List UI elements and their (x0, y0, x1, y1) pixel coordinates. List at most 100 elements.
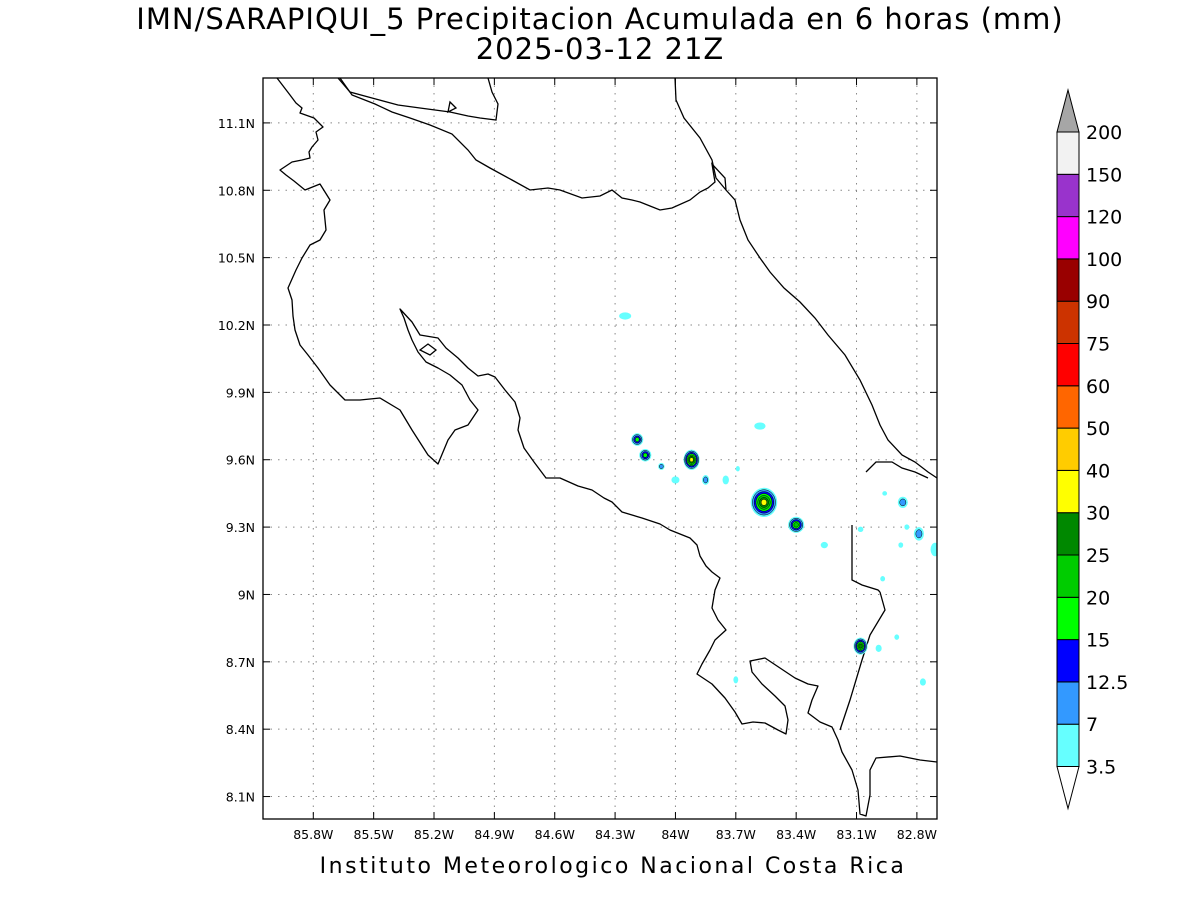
x-tick-label: 85.8W (293, 827, 333, 842)
x-tick-label: 83.4W (776, 827, 816, 842)
precip-cell (853, 637, 868, 655)
precip-contour (820, 541, 828, 549)
y-tick-label: 9.6N (226, 453, 255, 468)
precip-cell (913, 527, 924, 541)
colorbar-swatch (1056, 554, 1080, 598)
lake-nicaragua-shore (337, 78, 499, 121)
colorbar-top-arrow (1056, 88, 1080, 133)
plot-area (263, 78, 937, 819)
precip-contour (642, 452, 648, 458)
nicaragua-border (674, 78, 727, 191)
precip-cell (875, 644, 882, 652)
precip-cell (897, 496, 908, 509)
precip-cell (882, 491, 888, 496)
precip-contour (898, 542, 904, 548)
colorbar-swatch (1056, 173, 1080, 218)
colorbar-swatch (1056, 512, 1080, 556)
precip-contour (899, 498, 907, 507)
precip-cell (631, 433, 644, 446)
precip-cell (619, 312, 632, 320)
precip-cell (702, 474, 710, 485)
colorbar-label: 100 (1086, 249, 1122, 271)
x-tick-label: 84.3W (595, 827, 635, 842)
colorbar-swatch (1056, 596, 1080, 641)
colorbar-label: 20 (1086, 587, 1110, 609)
colorbar-bottom-arrow (1056, 766, 1080, 811)
colorbar-label: 40 (1086, 460, 1110, 482)
coastline-main (276, 78, 937, 817)
colorbar-swatch (1056, 427, 1080, 471)
precip-contour (634, 437, 640, 442)
precip-contour (689, 457, 694, 463)
precip-cell (904, 524, 910, 530)
precip-contour (793, 522, 799, 528)
precip-contour (619, 312, 632, 320)
precip-contour (703, 476, 709, 484)
precip-cell (820, 541, 828, 549)
colorbar-swatch (1056, 258, 1080, 302)
panama-border (851, 525, 881, 593)
precipitation-contours (619, 312, 937, 686)
y-tick-label: 10.8N (218, 183, 255, 198)
colorbar-swatch (1056, 131, 1080, 175)
precip-contour (875, 644, 882, 652)
map-valid-time: 2025-03-12 21Z (475, 32, 725, 66)
colorbar-swatch (1056, 681, 1080, 725)
precip-contour (880, 576, 886, 582)
colorbar-label: 75 (1086, 334, 1110, 356)
x-tick-label: 82.8W (897, 827, 937, 842)
colorbar-label: 12.5 (1086, 672, 1128, 694)
colorbar-swatch (1056, 385, 1080, 429)
y-tick-label: 10.5N (218, 251, 255, 266)
precip-cell (750, 487, 778, 517)
footer-credit: Instituto Meteorologico Nacional Costa R… (319, 854, 907, 879)
precip-cell (658, 462, 665, 471)
y-tick-label: 9N (238, 587, 255, 602)
precip-cell (788, 516, 805, 533)
colorbar-swatch (1056, 469, 1080, 514)
y-tick-label: 8.1N (226, 790, 255, 805)
precip-cell (722, 475, 729, 485)
precip-cell (735, 466, 740, 472)
colorbar-label: 3.5 (1086, 757, 1116, 779)
precip-cell (898, 542, 904, 548)
precip-cell (894, 634, 900, 640)
coastline-bocas (865, 461, 929, 479)
coastline-caribbean (339, 78, 937, 479)
map-title: IMN/SARAPIQUI_5 Precipitacion Acumulada … (136, 2, 1064, 36)
plot-frame (262, 77, 938, 820)
precip-cell (639, 448, 652, 462)
precip-contour (930, 542, 937, 557)
x-tick-label: 85.2W (414, 827, 454, 842)
colorbar-label: 50 (1086, 418, 1110, 440)
y-tick-label: 9.3N (226, 520, 255, 535)
precip-contour (735, 466, 740, 472)
longitude-axis: 85.8W 85.5W 85.2W 84.9W 84.6W 84.3W 84W 83.7W 83… (293, 78, 937, 842)
colorbar-label: 120 (1086, 207, 1122, 229)
y-tick-label: 9.9N (226, 385, 255, 400)
x-tick-label: 85.5W (354, 827, 394, 842)
precip-cell (930, 542, 937, 557)
lake-island (447, 100, 458, 114)
colorbar-label: 30 (1086, 503, 1110, 525)
precip-contour (754, 422, 766, 430)
x-tick-label: 84.6W (535, 827, 575, 842)
precip-contour (659, 464, 664, 469)
x-tick-label: 83.7W (716, 827, 756, 842)
precip-cell (880, 576, 886, 582)
colorbar-swatch (1056, 300, 1080, 345)
precip-contour (722, 475, 729, 485)
colorbar-label: 25 (1086, 545, 1110, 567)
precip-contour (760, 499, 768, 506)
precip-contour (882, 491, 888, 496)
precip-contour (671, 476, 680, 484)
colorbar-swatch (1056, 639, 1080, 683)
colorbar-swatch (1056, 343, 1080, 387)
colorbar-swatch (1056, 216, 1080, 260)
x-tick-label: 84W (661, 827, 689, 842)
precip-cell (754, 422, 766, 430)
precip-cell (733, 676, 739, 684)
precip-contour (915, 529, 923, 539)
